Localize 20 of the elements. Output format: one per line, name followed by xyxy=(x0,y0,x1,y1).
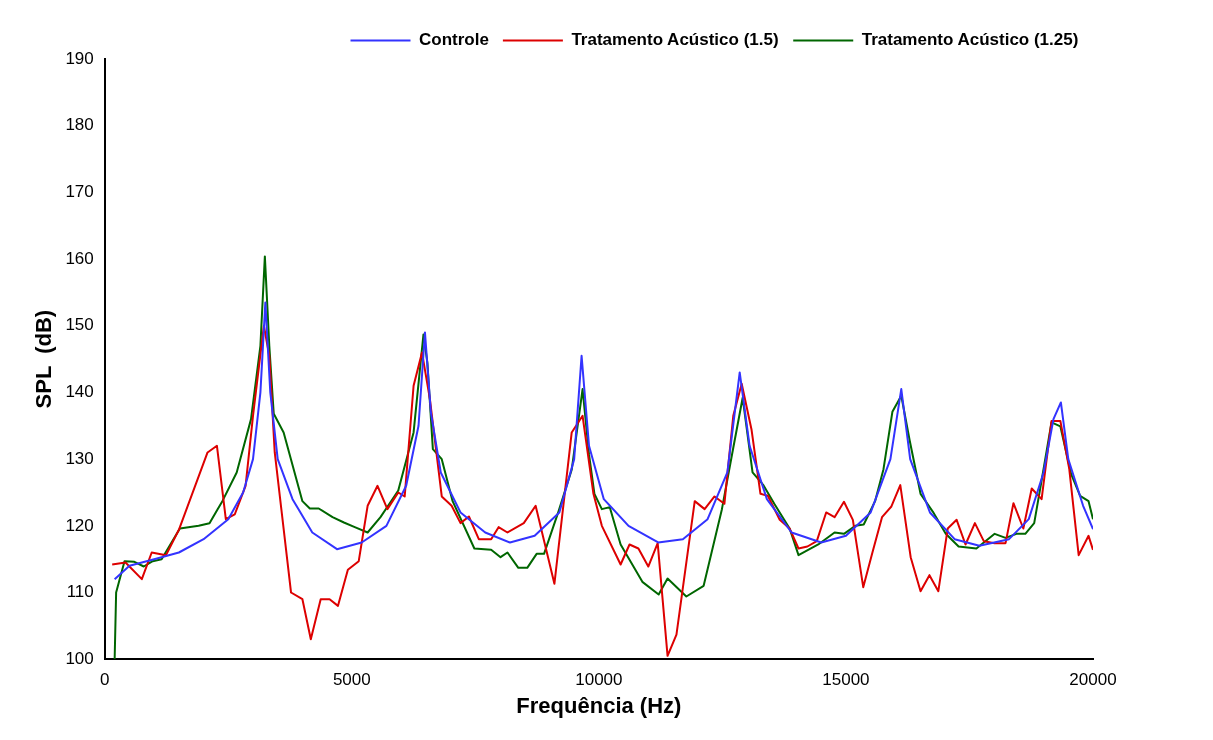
y-tick-label: 100 xyxy=(65,648,94,668)
y-axis-title: SPL (dB) xyxy=(31,309,57,409)
legend-label: Tratamento Acústico (1.5) xyxy=(571,30,779,50)
y-tick-label: 110 xyxy=(66,582,94,602)
legend-label: Tratamento Acústico (1.25) xyxy=(861,30,1079,50)
y-tick-label: 160 xyxy=(65,248,94,268)
y-tick-label: 190 xyxy=(65,48,94,68)
x-tick-label: 15000 xyxy=(822,670,870,690)
y-tick-label: 170 xyxy=(65,182,94,202)
y-tick-label: 140 xyxy=(65,382,94,402)
legend-label: Controle xyxy=(419,30,489,50)
x-tick-label: 0 xyxy=(100,670,110,690)
y-tick-label: 130 xyxy=(65,448,94,468)
x-tick-label: 20000 xyxy=(1069,670,1117,690)
x-axis-title: Frequência (Hz) xyxy=(516,692,682,718)
x-tick-label: 10000 xyxy=(575,670,623,690)
y-tick-label: 180 xyxy=(65,115,94,135)
x-tick-label: 5000 xyxy=(332,670,371,690)
y-tick-label: 120 xyxy=(65,515,94,535)
y-tick-label: 150 xyxy=(65,315,94,335)
